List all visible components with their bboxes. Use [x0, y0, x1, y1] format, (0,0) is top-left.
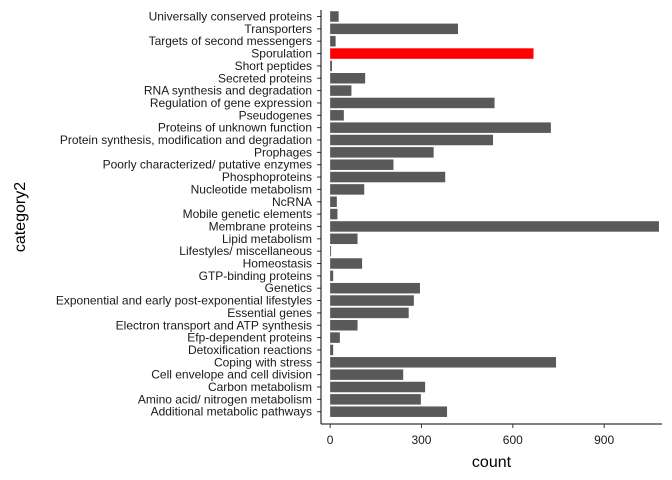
category-label-3: Sporulation: [251, 47, 312, 61]
bar-21: [330, 270, 334, 282]
bar-24: [330, 307, 409, 319]
category-label-13: Phosphoproteins: [222, 170, 312, 184]
bar-25: [330, 320, 358, 331]
category-label-4: Short peptides: [235, 59, 312, 73]
category-label-30: Carbon metabolism: [208, 380, 312, 394]
x-axis-ticks: 0 300 600 900: [327, 424, 614, 447]
category-label-6: RNA synthesis and degradation: [144, 84, 312, 98]
x-tick-label-2: 600: [503, 433, 523, 447]
bar-16: [330, 208, 338, 220]
bar-27: [330, 344, 334, 356]
category-label-16: Mobile genetic elements: [183, 207, 312, 221]
x-axis-title: count: [472, 454, 512, 471]
bar-13: [330, 171, 446, 183]
category-label-25: Electron transport and ATP synthesis: [116, 318, 312, 332]
bar-6: [330, 85, 352, 96]
bar-26: [330, 332, 340, 343]
bar-19: [330, 245, 332, 257]
bars-group: [330, 11, 659, 417]
bar-28: [330, 357, 557, 368]
x-tick-label-1: 300: [411, 433, 431, 447]
category-label-7: Regulation of gene expression: [150, 96, 312, 110]
bar-1: [330, 23, 459, 35]
bar-9: [330, 122, 551, 133]
category-label-10: Protein synthesis, modification and degr…: [60, 133, 312, 147]
bar-20: [330, 258, 363, 269]
bar-32: [330, 406, 448, 417]
bar-8: [330, 110, 344, 121]
bar-29: [330, 369, 404, 380]
category-label-11: Prophages: [254, 145, 312, 159]
category-label-1: Transporters: [244, 22, 312, 36]
category-label-18: Lipid metabolism: [222, 232, 312, 246]
category-label-29: Cell envelope and cell division: [151, 368, 312, 382]
bar-0: [330, 11, 339, 22]
bar-23: [330, 295, 414, 306]
bar-11: [330, 147, 434, 158]
bar-15: [330, 196, 337, 207]
category-label-12: Poorly characterized/ putative enzymes: [103, 158, 312, 172]
category-label-0: Universally conserved proteins: [149, 10, 312, 24]
bar-7: [330, 97, 495, 109]
category-label-32: Additional metabolic pathways: [151, 405, 312, 419]
category-label-31: Amino acid/ nitrogen metabolism: [138, 392, 312, 406]
category-label-5: Secreted proteins: [218, 71, 312, 85]
bar-31: [330, 394, 421, 405]
category-label-26: Efp-dependent proteins: [187, 331, 312, 345]
bar-18: [330, 233, 358, 245]
category-label-17: Membrane proteins: [209, 219, 312, 233]
category-label-8: Pseudogenes: [239, 108, 312, 122]
y-axis-title: category2: [12, 182, 29, 252]
bar-17: [330, 221, 659, 232]
bar-30: [330, 381, 426, 393]
x-tick-label-3: 900: [594, 433, 614, 447]
category-labels: Universally conserved proteinsTransporte…: [56, 10, 321, 419]
bar-10: [330, 134, 494, 146]
bar-12: [330, 159, 394, 170]
category-label-15: NcRNA: [272, 195, 312, 209]
category-label-9: Proteins of unknown function: [158, 121, 312, 135]
bar-2: [330, 35, 336, 47]
category-label-27: Detoxification reactions: [188, 343, 312, 357]
bar-22: [330, 282, 420, 294]
category-label-19: Lifestyles/ miscellaneous: [179, 244, 312, 258]
category-label-2: Targets of second messengers: [149, 34, 312, 48]
x-tick-label-0: 0: [327, 433, 334, 447]
bar-14: [330, 184, 365, 195]
category-label-21: GTP-binding proteins: [199, 269, 312, 283]
bar-4: [330, 60, 332, 72]
bar-3: [330, 48, 534, 59]
category-label-22: Genetics: [265, 281, 312, 295]
category-label-28: Coping with stress: [214, 355, 312, 369]
category-label-24: Essential genes: [227, 306, 312, 320]
category-label-20: Homeostasis: [243, 257, 312, 271]
category-label-14: Nucleotide metabolism: [191, 182, 312, 196]
bar-5: [330, 73, 366, 84]
category-label-23: Exponential and early post-exponential l…: [56, 294, 312, 308]
